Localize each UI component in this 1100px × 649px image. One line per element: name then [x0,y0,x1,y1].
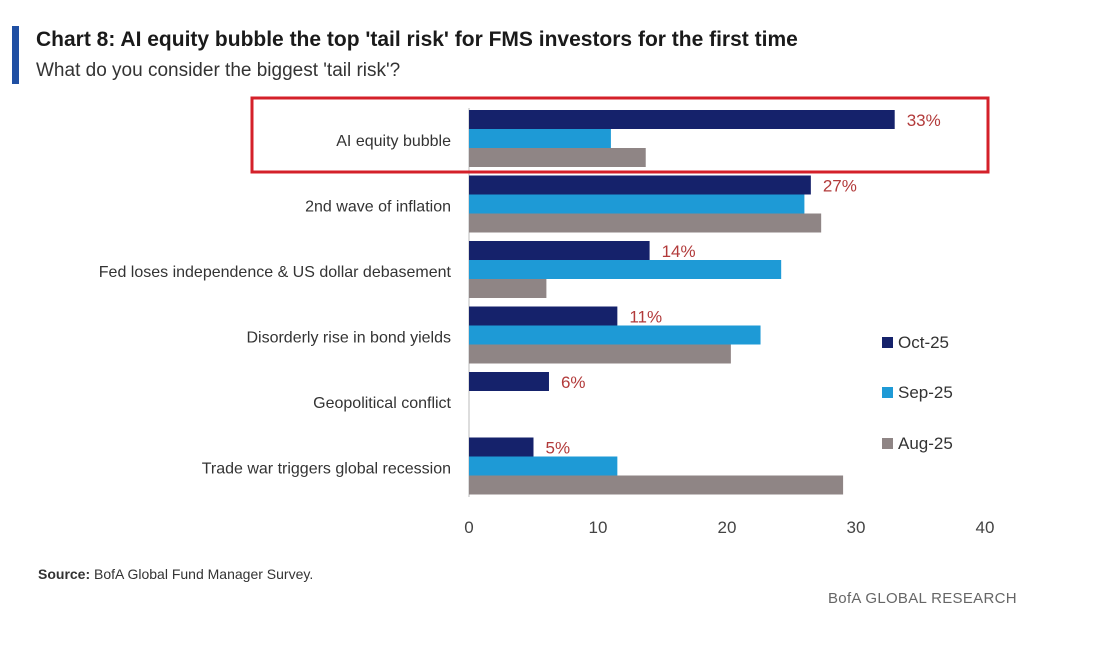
bar-oct-25 [469,437,534,457]
source-label: Source: [38,566,91,582]
category-label: Geopolitical conflict [313,395,451,412]
source-note: Source: BofA Global Fund Manager Survey. [38,566,313,582]
value-label: 6% [561,373,586,392]
x-tick-label: 20 [718,518,737,537]
legend-swatch-oct-25 [882,337,893,348]
category-label: Fed loses independence & US dollar debas… [99,264,452,281]
category-label: 2nd wave of inflation [305,199,451,216]
bar-oct-25 [469,306,618,326]
bar-sep-25 [469,325,761,345]
x-tick-label: 0 [464,518,473,537]
bar-sep-25 [469,129,611,148]
bar-aug-25 [469,213,822,233]
bar-sep-25 [469,194,805,214]
bar-oct-25 [469,175,811,195]
legend-label: Sep-25 [898,383,953,402]
bar-aug-25 [469,148,646,167]
value-label: 5% [546,439,571,458]
legend-swatch-aug-25 [882,438,893,449]
value-label: 11% [629,308,662,327]
bar-sep-25 [469,260,782,279]
title-accent-bar [12,26,19,84]
category-label: AI equity bubble [336,133,451,150]
legend-label: Oct-25 [898,333,949,352]
brand-label: BofA GLOBAL RESEARCH [828,590,1017,607]
value-label: 27% [823,177,857,196]
bar-aug-25 [469,279,547,298]
legend-swatch-sep-25 [882,387,893,398]
x-tick-label: 30 [847,518,866,537]
bar-aug-25 [469,344,731,364]
value-label: 14% [662,242,696,261]
category-label: Trade war triggers global recession [202,461,451,478]
bar-oct-25 [469,241,650,260]
x-tick-label: 40 [976,518,995,537]
bar-oct-25 [469,372,549,391]
bar-oct-25 [469,110,895,129]
chart-subtitle: What do you consider the biggest 'tail r… [36,60,401,81]
value-label: 33% [907,111,941,130]
source-text: BofA Global Fund Manager Survey. [90,566,314,582]
bar-aug-25 [469,475,844,495]
category-label: Disorderly rise in bond yields [246,330,451,347]
chart-title: Chart 8: AI equity bubble the top 'tail … [36,28,798,51]
x-tick-label: 10 [589,518,608,537]
highlight-box [250,96,990,174]
legend-label: Aug-25 [898,434,953,453]
bar-sep-25 [469,456,618,476]
